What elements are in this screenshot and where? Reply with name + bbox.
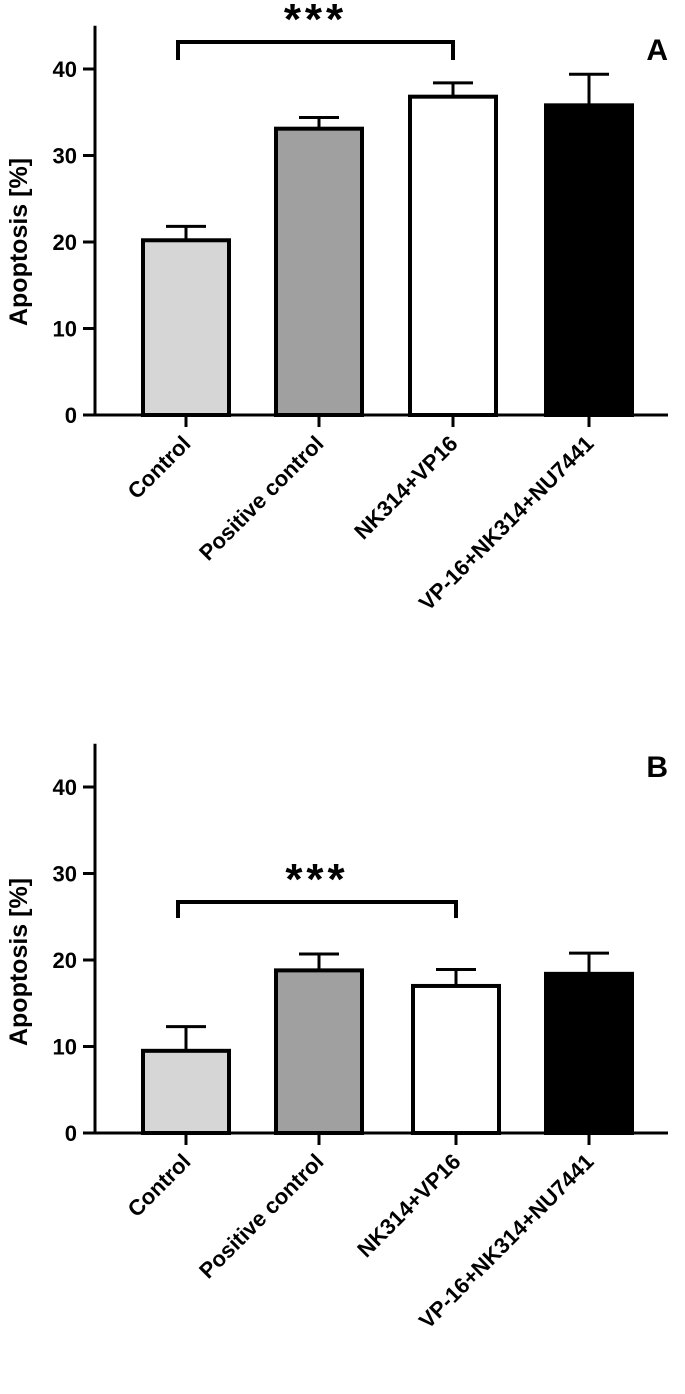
bar bbox=[411, 983, 501, 1136]
y-tick-label: 40 bbox=[53, 775, 77, 800]
category-label: Control bbox=[123, 1149, 196, 1222]
bar bbox=[141, 1048, 231, 1135]
significance-bracket bbox=[176, 900, 458, 918]
bar bbox=[408, 94, 498, 418]
y-tick-label: 0 bbox=[65, 1121, 77, 1146]
y-tick-label: 30 bbox=[53, 144, 77, 169]
significance-label: *** bbox=[284, 0, 347, 44]
bar bbox=[544, 103, 634, 418]
bar bbox=[274, 968, 364, 1135]
significance-label: *** bbox=[285, 855, 348, 904]
y-tick-label: 40 bbox=[53, 57, 77, 82]
y-tick-label: 20 bbox=[53, 948, 77, 973]
y-tick-label: 10 bbox=[53, 1035, 77, 1060]
y-tick-label: 30 bbox=[53, 862, 77, 887]
category-label: NK314+VP16 bbox=[352, 1149, 465, 1262]
y-axis-label: Apoptosis [%] bbox=[5, 158, 33, 326]
panel-label: A bbox=[646, 34, 668, 67]
category-label: NK314+VP16 bbox=[349, 431, 462, 544]
y-tick-label: 0 bbox=[65, 403, 77, 428]
y-tick-label: 20 bbox=[53, 230, 77, 255]
category-label: Control bbox=[123, 431, 196, 504]
y-tick-label: 10 bbox=[53, 317, 77, 342]
bar bbox=[544, 971, 634, 1136]
bar bbox=[141, 238, 231, 417]
category-label: Positive control bbox=[194, 431, 328, 565]
bar bbox=[274, 126, 364, 417]
y-axis-label: Apoptosis [%] bbox=[5, 878, 33, 1046]
significance-bracket bbox=[176, 40, 455, 60]
panel-label: B bbox=[646, 751, 668, 784]
category-label: Positive control bbox=[194, 1149, 328, 1283]
